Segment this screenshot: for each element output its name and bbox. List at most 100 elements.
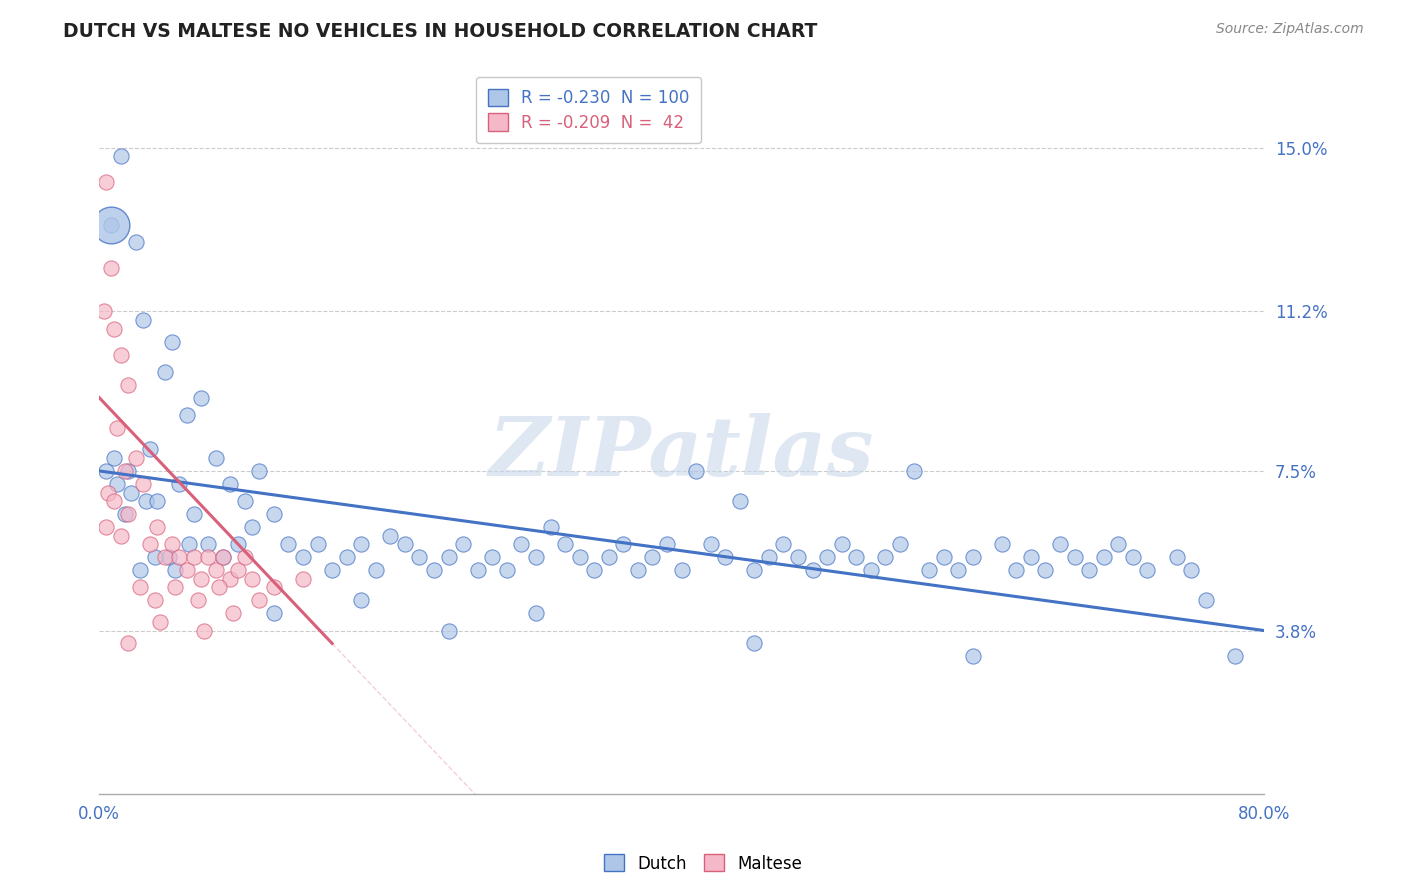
Point [612, 537, 634, 551]
Point [139, 537, 162, 551]
Point [204, 563, 226, 577]
Point [100, 261, 122, 276]
Point [875, 550, 897, 565]
Point [627, 563, 650, 577]
Point [467, 563, 489, 577]
Point [160, 537, 183, 551]
Point [114, 507, 136, 521]
Point [801, 563, 824, 577]
Point [903, 464, 925, 478]
Point [240, 520, 263, 534]
Point [157, 550, 180, 565]
Point [247, 464, 270, 478]
Point [946, 563, 969, 577]
Point [744, 636, 766, 650]
Point [1092, 550, 1115, 565]
Point [96, 520, 118, 534]
Point [641, 550, 664, 565]
Point [197, 537, 219, 551]
Point [423, 563, 446, 577]
Point [117, 377, 139, 392]
Point [143, 593, 166, 607]
Point [132, 476, 155, 491]
Point [139, 442, 162, 457]
Point [207, 580, 229, 594]
Point [685, 464, 707, 478]
Point [1136, 563, 1159, 577]
Point [1035, 563, 1057, 577]
Point [176, 563, 198, 577]
Point [93, 304, 115, 318]
Point [583, 563, 606, 577]
Point [655, 537, 678, 551]
Point [350, 593, 373, 607]
Point [163, 580, 186, 594]
Point [103, 450, 125, 465]
Point [962, 550, 984, 565]
Point [568, 550, 591, 565]
Point [859, 563, 882, 577]
Point [277, 537, 299, 551]
Point [132, 313, 155, 327]
Point [222, 607, 245, 621]
Point [321, 563, 343, 577]
Point [129, 563, 152, 577]
Point [845, 550, 868, 565]
Point [96, 175, 118, 189]
Point [1049, 537, 1071, 551]
Point [117, 464, 139, 478]
Point [962, 649, 984, 664]
Text: ZIPatlas: ZIPatlas [489, 413, 875, 493]
Point [183, 550, 205, 565]
Point [190, 572, 212, 586]
Point [110, 528, 132, 542]
Point [212, 550, 235, 565]
Point [918, 563, 941, 577]
Point [815, 550, 838, 565]
Point [451, 537, 474, 551]
Point [129, 580, 152, 594]
Point [380, 528, 402, 542]
Point [153, 550, 176, 565]
Point [233, 550, 256, 565]
Point [117, 507, 139, 521]
Point [149, 615, 172, 629]
Point [117, 636, 139, 650]
Point [671, 563, 693, 577]
Point [437, 550, 460, 565]
Point [932, 550, 955, 565]
Point [728, 494, 751, 508]
Point [187, 593, 209, 607]
Point [183, 507, 205, 521]
Point [1166, 550, 1188, 565]
Point [1005, 563, 1028, 577]
Point [394, 537, 416, 551]
Point [103, 494, 125, 508]
Point [233, 494, 256, 508]
Point [240, 572, 263, 586]
Point [105, 421, 128, 435]
Point [110, 347, 132, 361]
Point [120, 485, 142, 500]
Point [831, 537, 853, 551]
Point [772, 537, 794, 551]
Point [176, 408, 198, 422]
Point [219, 476, 242, 491]
Point [744, 563, 766, 577]
Point [100, 218, 122, 232]
Point [1180, 563, 1202, 577]
Point [110, 149, 132, 163]
Point [408, 550, 430, 565]
Point [169, 476, 191, 491]
Point [105, 476, 128, 491]
Point [1122, 550, 1144, 565]
Text: DUTCH VS MALTESE NO VEHICLES IN HOUSEHOLD CORRELATION CHART: DUTCH VS MALTESE NO VEHICLES IN HOUSEHOL… [63, 22, 818, 41]
Point [524, 550, 547, 565]
Point [758, 550, 780, 565]
Point [540, 520, 562, 534]
Point [524, 607, 547, 621]
Point [190, 391, 212, 405]
Point [212, 550, 235, 565]
Point [146, 520, 169, 534]
Point [247, 593, 270, 607]
